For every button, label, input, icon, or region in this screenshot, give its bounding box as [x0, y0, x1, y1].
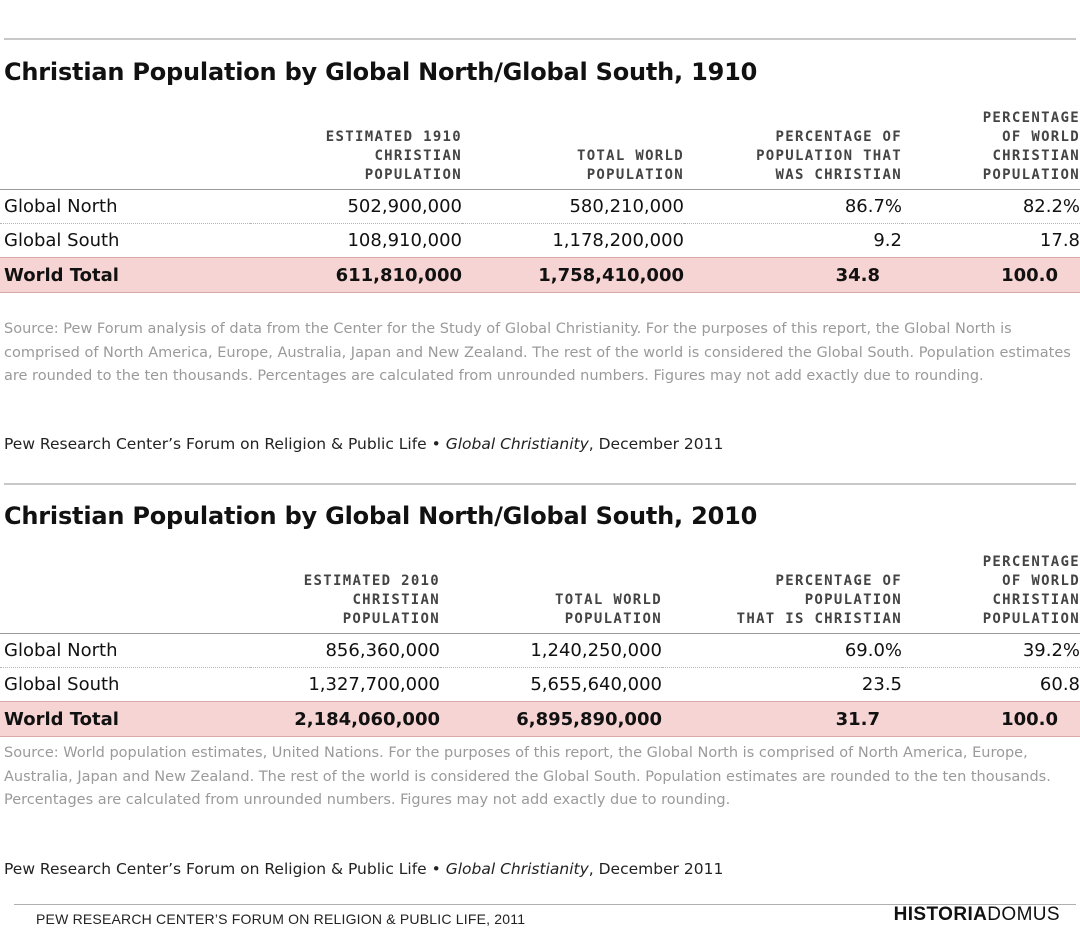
table-title-1910: Christian Population by Global North/Glo…: [4, 58, 758, 86]
credit-prefix: Pew Research Center’s Forum on Religion …: [4, 435, 446, 453]
header-percentage-world-christian: PERCENTAGE OF WORLD CHRISTIAN POPULATION: [902, 553, 1080, 634]
credit-date: , December 2011: [588, 435, 724, 453]
row-label: Global North: [0, 189, 250, 224]
cell-percent-world-christian: 60.8: [902, 667, 1080, 702]
footer-rule: [14, 904, 1076, 905]
header-row: ESTIMATED 2010 CHRISTIAN POPULATION TOTA…: [0, 553, 1080, 634]
footer-attribution: PEW RESEARCH CENTER’S FORUM ON RELIGION …: [36, 911, 526, 927]
cell-world-population: 6,895,890,000: [440, 701, 662, 737]
row-label: World Total: [0, 257, 250, 293]
header-estimated-christian-population: ESTIMATED 2010 CHRISTIAN POPULATION: [250, 553, 440, 634]
historiadomus-logo: HISTORIADOMUS: [894, 904, 1060, 926]
cell-percent-world-christian: 17.8: [902, 223, 1080, 258]
credit-line-1910: Pew Research Center’s Forum on Religion …: [4, 435, 723, 453]
cell-percent-christian: 31.7: [662, 701, 902, 737]
cell-world-population: 580,210,000: [462, 189, 684, 224]
cell-percent-christian: 9.2: [684, 223, 902, 258]
top-rule-2010: [4, 483, 1076, 485]
table-row-global-south: Global South 108,910,000 1,178,200,000 9…: [0, 223, 1080, 258]
top-rule-1910: [4, 38, 1076, 40]
cell-percent-christian: 23.5: [662, 667, 902, 702]
population-table-2010: ESTIMATED 2010 CHRISTIAN POPULATION TOTA…: [0, 553, 1080, 737]
row-label: Global North: [0, 633, 250, 668]
credit-line-2010: Pew Research Center’s Forum on Religion …: [4, 860, 723, 878]
header-percentage-christian: PERCENTAGE OF POPULATION THAT IS CHRISTI…: [662, 553, 902, 634]
cell-percent-world-christian: 100.0: [902, 257, 1080, 293]
cell-christian-population: 2,184,060,000: [250, 701, 440, 737]
cell-percent-christian: 86.7%: [684, 189, 902, 224]
header-percentage-christian: PERCENTAGE OF POPULATION THAT WAS CHRIST…: [684, 109, 902, 190]
cell-percent-christian: 34.8: [684, 257, 902, 293]
header-estimated-christian-population: ESTIMATED 1910 CHRISTIAN POPULATION: [250, 109, 462, 190]
header-total-world-population: TOTAL WORLD POPULATION: [440, 553, 662, 634]
table-row-world-total: World Total 611,810,000 1,758,410,000 34…: [0, 257, 1080, 293]
cell-world-population: 1,240,250,000: [440, 633, 662, 668]
cell-world-population: 5,655,640,000: [440, 667, 662, 702]
source-note-2010: Source: World population estimates, Unit…: [4, 745, 1051, 808]
credit-date: , December 2011: [588, 860, 724, 878]
header-region: [0, 553, 250, 634]
cell-percent-christian: 69.0%: [662, 633, 902, 668]
header-percentage-world-christian: PERCENTAGE OF WORLD CHRISTIAN POPULATION: [902, 109, 1080, 190]
cell-percent-world-christian: 100.0: [902, 701, 1080, 737]
header-row: ESTIMATED 1910 CHRISTIAN POPULATION TOTA…: [0, 109, 1080, 190]
cell-christian-population: 611,810,000: [250, 257, 462, 293]
cell-percent-world-christian: 82.2%: [902, 189, 1080, 224]
credit-publication: Global Christianity: [445, 435, 589, 453]
cell-world-population: 1,178,200,000: [462, 223, 684, 258]
source-note-1910: Source: Pew Forum analysis of data from …: [4, 321, 1071, 384]
cell-percent-world-christian: 39.2%: [902, 633, 1080, 668]
row-label: Global South: [0, 223, 250, 258]
credit-prefix: Pew Research Center’s Forum on Religion …: [4, 860, 446, 878]
table-row-global-north: Global North 856,360,000 1,240,250,000 6…: [0, 633, 1080, 668]
row-label: Global South: [0, 667, 250, 702]
cell-christian-population: 1,327,700,000: [250, 667, 440, 702]
cell-christian-population: 856,360,000: [250, 633, 440, 668]
table-row-world-total: World Total 2,184,060,000 6,895,890,000 …: [0, 701, 1080, 737]
table-row-global-north: Global North 502,900,000 580,210,000 86.…: [0, 189, 1080, 224]
credit-publication: Global Christianity: [445, 860, 589, 878]
header-region: [0, 109, 250, 190]
table-row-global-south: Global South 1,327,700,000 5,655,640,000…: [0, 667, 1080, 702]
cell-world-population: 1,758,410,000: [462, 257, 684, 293]
header-total-world-population: TOTAL WORLD POPULATION: [462, 109, 684, 190]
cell-christian-population: 108,910,000: [250, 223, 462, 258]
table-title-2010: Christian Population by Global North/Glo…: [4, 502, 758, 530]
cell-christian-population: 502,900,000: [250, 189, 462, 224]
logo-bold-text: HISTORIA: [893, 904, 988, 925]
population-table-1910: ESTIMATED 1910 CHRISTIAN POPULATION TOTA…: [0, 109, 1080, 293]
row-label: World Total: [0, 701, 250, 737]
logo-light-text: DOMUS: [987, 904, 1060, 925]
